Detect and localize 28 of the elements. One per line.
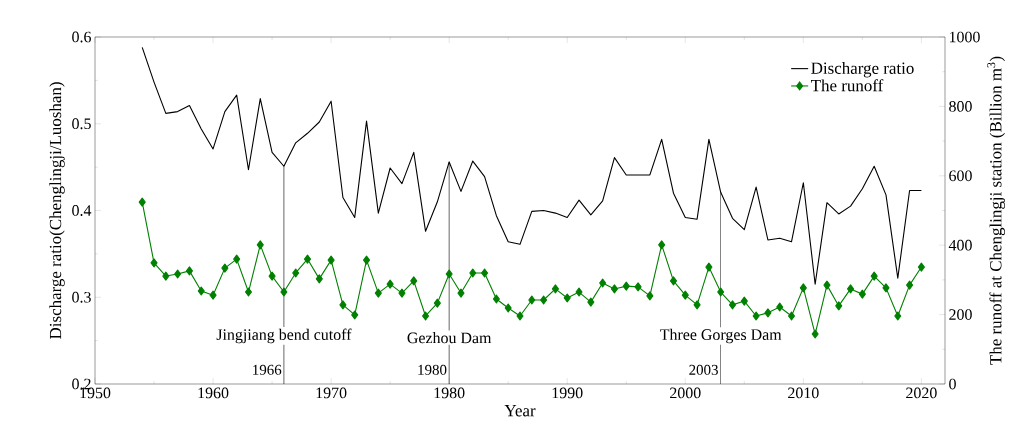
y2-tick-label: 600 [949, 170, 972, 182]
y-tick-label: 0.6 [72, 31, 92, 43]
x-tick-label: 2000 [670, 387, 701, 399]
legend-label: The runoff [811, 79, 884, 92]
y-tick-label: 0.4 [72, 205, 92, 216]
y2-tick-label: 800 [949, 101, 972, 112]
annotation: Gezhou Dam [407, 332, 492, 344]
y2-tick-label: 1000 [949, 31, 980, 43]
y-tick-label: 0.5 [72, 118, 91, 130]
x-tick-label: 1990 [552, 387, 583, 399]
y-tick-label: 0.3 [72, 291, 91, 303]
x-tick-label: 1980 [434, 387, 465, 399]
y2-axis-title: The runoff at Chenglingji station (Billion m$^{3}$) [987, 56, 1005, 365]
ref-line-label: 1980 [418, 364, 447, 375]
x-tick-label: 1970 [316, 387, 347, 399]
x-tick-label: 2020 [906, 387, 937, 399]
y-axis-title: Discharge ratio(Chenglingji/Luoshan) [49, 82, 65, 339]
legend-label: Discharge ratio [811, 62, 914, 78]
y2-tick-label: 400 [948, 239, 972, 251]
y2-tick-label: 0 [949, 378, 956, 390]
x-tick-label: 2010 [788, 387, 819, 399]
y2-tick-label: 200 [949, 309, 972, 320]
x-tick-label: 1960 [198, 387, 229, 399]
x-axis-title: Year [504, 405, 536, 417]
ref-line-label: 1966 [253, 364, 282, 375]
annotation: Jingjiang bend cutoff [216, 328, 352, 344]
ref-line-label: 2003 [689, 364, 718, 375]
annotation: Three Gorges Dam [660, 328, 782, 344]
